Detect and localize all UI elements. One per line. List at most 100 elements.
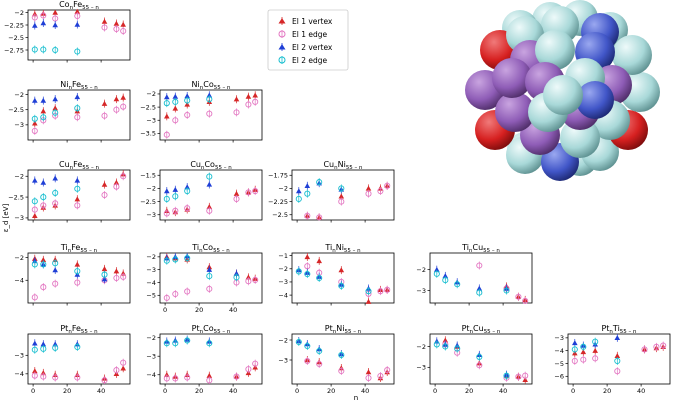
data-point <box>206 110 213 117</box>
data-point <box>245 189 252 196</box>
subplot: PtnCu55 – n −2 −3 0 20 40 <box>416 324 533 395</box>
title-element: Fe <box>73 0 82 9</box>
data-point <box>233 190 240 196</box>
subplot-title: NinFe55 – n <box>60 80 98 91</box>
data-point <box>304 357 311 365</box>
data-point <box>52 46 59 54</box>
data-point <box>163 257 170 264</box>
data-point <box>172 207 179 214</box>
x-tick-label: 0 <box>163 387 167 395</box>
subplot-title: PtnCo55 – n <box>192 324 231 335</box>
x-tick-label: 0 <box>295 387 299 395</box>
subplot: NinFe55 – n −2 −2.5 −3 <box>8 80 131 143</box>
data-point <box>172 105 179 111</box>
data-point <box>580 343 587 350</box>
data-point <box>384 286 391 293</box>
data-point <box>206 377 213 384</box>
data-point <box>184 93 190 99</box>
subplot-title: NinCo55 – n <box>192 80 231 91</box>
y-tick-label: −2 <box>146 334 156 342</box>
subplot-title: TinFe55 – n <box>60 243 98 254</box>
x-tick-label: 40 <box>229 387 237 395</box>
data-point <box>52 341 58 347</box>
data-point <box>74 105 81 112</box>
x-tick-label: 20 <box>327 387 335 395</box>
legend-label: El 2 edge <box>292 56 327 65</box>
data-point <box>113 106 120 113</box>
data-point <box>40 12 47 19</box>
title-subscript: n <box>201 165 205 171</box>
y-tick-label: −3 <box>416 287 426 295</box>
data-point <box>377 188 384 195</box>
data-point <box>233 373 240 380</box>
data-point <box>206 173 213 180</box>
data-point <box>304 254 311 260</box>
y-tick-label: −2 <box>278 185 288 193</box>
data-point <box>252 92 258 98</box>
title-subscript: n <box>470 329 474 335</box>
y-tick-label: −2 <box>146 185 156 193</box>
data-point <box>74 12 81 20</box>
data-point <box>74 279 81 286</box>
data-point <box>164 113 170 119</box>
data-point <box>31 206 38 213</box>
data-point <box>614 335 621 341</box>
data-point <box>316 274 323 282</box>
subplot-title: PtnNi55 – n <box>325 324 362 335</box>
data-point <box>40 202 47 209</box>
y-tick-label: −2 <box>14 254 24 262</box>
data-point <box>653 343 660 350</box>
data-point <box>580 356 587 363</box>
atom-sphere <box>495 92 535 132</box>
y-tick-label: −3 <box>146 117 156 125</box>
data-point <box>515 373 522 380</box>
y-tick-label: −1.5 <box>140 172 156 180</box>
data-point <box>74 177 81 183</box>
data-point <box>163 340 170 347</box>
data-point <box>206 181 213 187</box>
data-point <box>40 20 47 26</box>
title-element: Co <box>203 80 214 89</box>
data-point <box>40 114 47 121</box>
data-point <box>252 360 259 367</box>
y-tick-label: −3 <box>278 356 288 364</box>
data-point <box>40 373 47 380</box>
title-subscript: n <box>68 85 72 91</box>
data-point <box>316 214 323 221</box>
legend-entry: El 2 vertex <box>278 43 333 52</box>
nanoparticle-cluster-image <box>465 0 660 181</box>
y-tick-label: −2.5 <box>8 106 24 114</box>
data-point <box>52 200 59 207</box>
title-element: Ni <box>336 243 344 252</box>
y-tick-label: −6 <box>554 373 564 381</box>
data-point <box>172 340 179 347</box>
y-tick-label: −4 <box>14 370 24 378</box>
data-point <box>113 183 120 190</box>
data-point <box>304 182 311 188</box>
data-point <box>163 294 170 301</box>
data-point <box>40 179 47 185</box>
data-point <box>31 115 38 122</box>
title-subscript: 55 – n <box>82 165 99 171</box>
data-point <box>40 108 47 114</box>
legend-marker-blue-triangle-icon <box>278 43 286 51</box>
legend-marker-cyan-circle-icon <box>278 56 286 64</box>
atom-sphere <box>492 58 532 98</box>
data-point <box>113 274 120 282</box>
y-tick-label: −3 <box>146 211 156 219</box>
data-point <box>442 273 449 279</box>
y-tick-label: −3 <box>554 334 564 342</box>
y-tick-label: −2.25 <box>4 21 24 29</box>
title-subscript: 55 – n <box>344 329 361 335</box>
subplot-title: ConFe55 – n <box>59 0 99 11</box>
y-tick-label: −2 <box>416 266 426 274</box>
data-point <box>184 188 191 195</box>
data-point <box>592 347 598 353</box>
data-point <box>206 266 213 272</box>
title-subscript: 55 – n <box>82 5 99 11</box>
data-point <box>52 344 59 351</box>
title-element: Cu <box>473 324 484 333</box>
data-point <box>120 173 127 180</box>
data-point <box>614 352 621 358</box>
x-tick-label: 40 <box>97 387 105 395</box>
